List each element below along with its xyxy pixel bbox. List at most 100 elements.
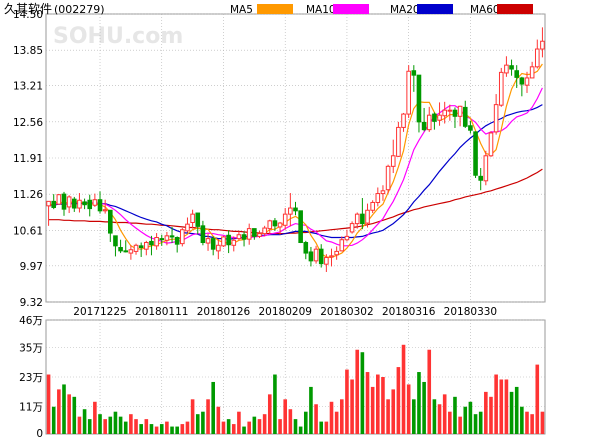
candle [252,228,257,240]
candle-body [308,251,314,262]
candle-body [473,131,478,176]
candle-body [118,247,123,252]
candle-body [123,250,129,253]
candle-body [493,104,499,133]
candle-body [529,66,535,79]
volume-bar [149,424,154,434]
candle [164,231,170,246]
candle-body [190,213,195,223]
volume-layer [46,344,545,434]
candle [169,226,175,244]
volume-bar [273,374,277,434]
axis-labels-layer: 14.50 13.85 13.21 12.56 11.91 11.26 10.61 9.97 9… [13,9,497,440]
candle [468,120,473,134]
candle-body [195,212,201,227]
watermark-text: SOHU.com [53,24,183,49]
candle-body [488,132,494,157]
volume-bar [93,401,97,434]
candle [504,56,509,77]
volume-bar [82,409,87,434]
volume-bar [139,424,143,434]
candle-body [241,234,247,240]
date-tick-label: 20180126 [197,306,251,318]
candle [488,131,494,157]
candle-body [56,194,62,205]
candle-body [144,242,149,250]
candle [82,198,87,210]
candle-body [483,155,489,182]
candle [339,236,345,252]
candle [385,164,391,194]
candle-body [498,71,504,106]
candle [102,199,108,214]
candle [216,239,221,260]
volume-bar [118,416,123,434]
candle-body [509,65,514,70]
candle-body [421,121,427,131]
candle [498,67,504,107]
candle-body [354,213,360,225]
candle-body [401,113,406,128]
candle [113,235,118,257]
candle [375,187,381,207]
volume-bar [448,411,452,434]
price-tick-label: 11.26 [13,189,43,201]
volume-bar [103,419,107,434]
chart-header: 久其软件 (002279) MA5 MA10 MA20 MA60 [4,2,533,16]
legend-swatch-ma60 [497,4,533,14]
volume-bar [514,386,519,434]
candle-body [272,220,278,227]
candle-body [360,213,365,225]
legend-swatch-ma20 [417,4,453,14]
candle-body [298,210,303,244]
candle-body [349,223,355,233]
volume-bar [67,394,71,434]
date-tick-label: 20180209 [258,306,311,318]
candle [308,246,314,267]
candle-body [396,126,401,157]
date-tick-label: 20180111 [135,306,188,318]
volume-bar [51,406,56,434]
candle-body [180,229,185,245]
volume-bar [499,379,504,434]
volume-bar [540,411,545,434]
volume-bar [226,419,231,434]
legend-label-ma20: MA20 [390,4,420,16]
candle [236,231,242,241]
volume-bar [247,421,252,434]
candle [437,102,442,126]
legend-label-ma60: MA60 [470,4,500,16]
stock-code: (002279) [54,3,105,16]
candle-body [416,74,422,123]
candle-body [185,223,190,232]
volume-bar [530,414,534,434]
candle [406,65,411,118]
candle-body [267,220,273,230]
candle [56,194,62,205]
candle-body [288,207,293,215]
candle-body [200,225,206,244]
candle [118,239,123,254]
candle [231,236,237,252]
price-tick-label: 10.61 [13,225,43,237]
volume-bar [329,401,334,434]
price-tick-label: 14.50 [13,9,43,21]
candle [200,220,206,246]
candle-body [46,200,51,207]
volume-bar [175,426,179,434]
volume-bar [190,399,195,434]
candle-body [66,196,72,208]
candle [92,193,98,207]
candle-body [174,237,180,245]
candle-body [457,105,463,117]
candle-body [534,48,540,68]
volume-bar [237,411,241,434]
candle-body [221,236,226,247]
legend-label-ma5: MA5 [230,4,253,16]
candle [46,200,51,226]
volume-bar [206,399,210,434]
candle [66,195,72,214]
volume-bar [283,399,288,434]
candle [318,244,324,268]
date-tick-label: 20171225 [73,306,126,318]
